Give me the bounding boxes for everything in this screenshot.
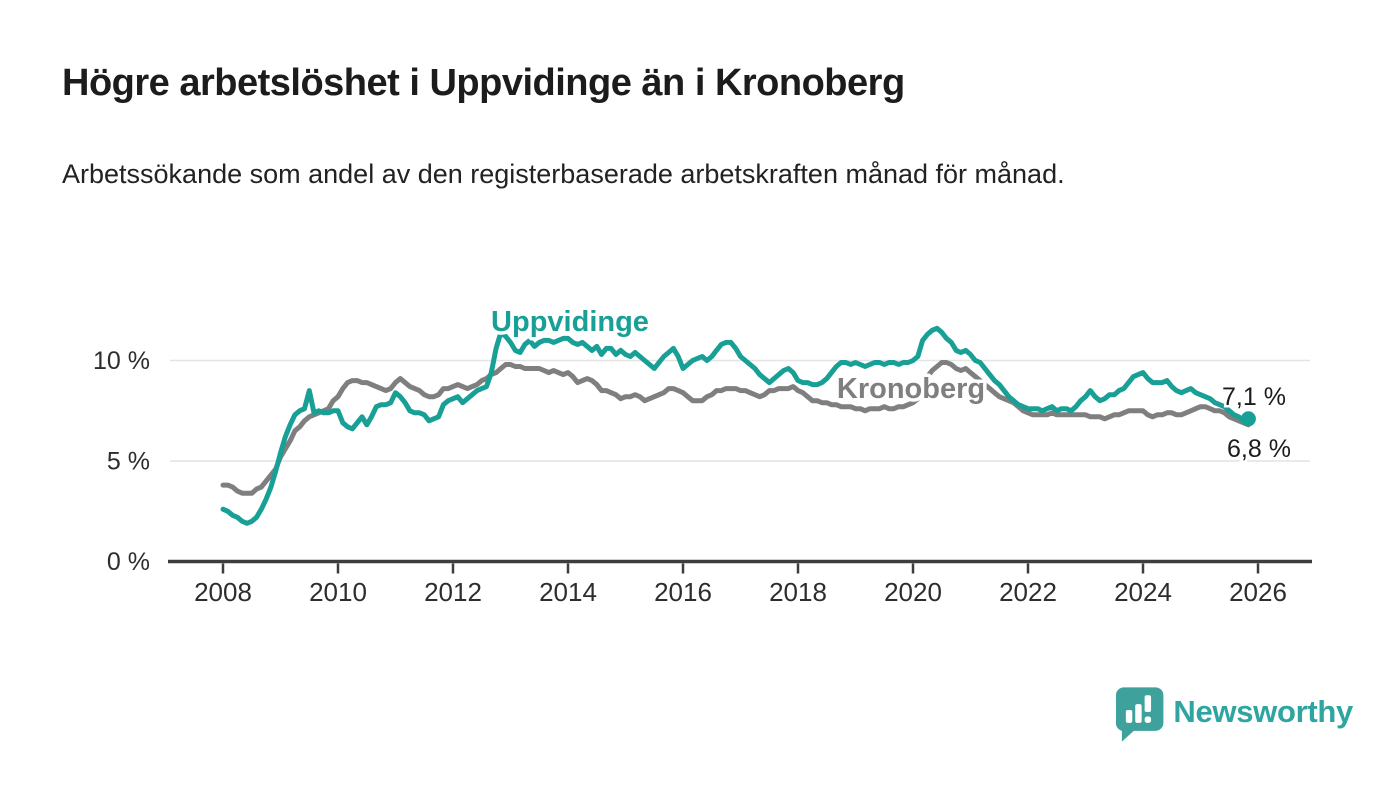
x-axis-label: 2022 [999,577,1057,607]
x-axis-label: 2014 [539,577,597,607]
chart-title: Högre arbetslöshet i Uppvidinge än i Kro… [62,62,905,104]
x-axis-label: 2010 [309,577,367,607]
x-axis-label: 2012 [424,577,482,607]
logo-bar-mid [1135,704,1142,723]
x-axis-label: 2020 [884,577,942,607]
logo-bar-short [1125,710,1133,723]
line-chart: 0 % 5 % 10 % 2008 2010 2012 2014 2016 2018 2020 20… [0,250,1400,680]
x-axis-label: 2016 [654,577,712,607]
x-axis-label: 2024 [1114,577,1172,607]
uppvidinge-line [220,325,1251,526]
y-axis-label: 10 % [93,347,150,375]
kronoberg-series-label: Kronoberg [837,373,985,405]
chart-subtitle: Arbetssökande som andel av den registerb… [62,159,1065,189]
uppvidinge-series-label: Uppvidinge [491,306,649,338]
y-axis-label: 0 % [107,548,150,576]
newsworthy-brand: Newsworthy [1173,694,1353,729]
kronoberg-end-value: 6,8 % [1227,435,1291,463]
end-point-dot [1240,411,1256,427]
y-axis-label: 5 % [107,448,150,476]
uppvidinge-end-value: 7,1 % [1222,383,1286,411]
x-axis-label: 2008 [194,577,252,607]
kronoberg-line [220,360,1251,496]
line-chart-canvas: 0 % 5 % 10 % 2008 2010 2012 2014 2016 2018 2020 20… [93,303,1312,607]
logo-exclamation-dot [1144,716,1152,723]
newsworthy-logo-icon [1115,687,1164,742]
newsworthy-logo: Newsworthy [1113,684,1353,746]
x-axis-label: 2026 [1229,577,1287,607]
x-axis-label: 2018 [769,577,827,607]
logo-exclamation-bar [1144,695,1152,713]
